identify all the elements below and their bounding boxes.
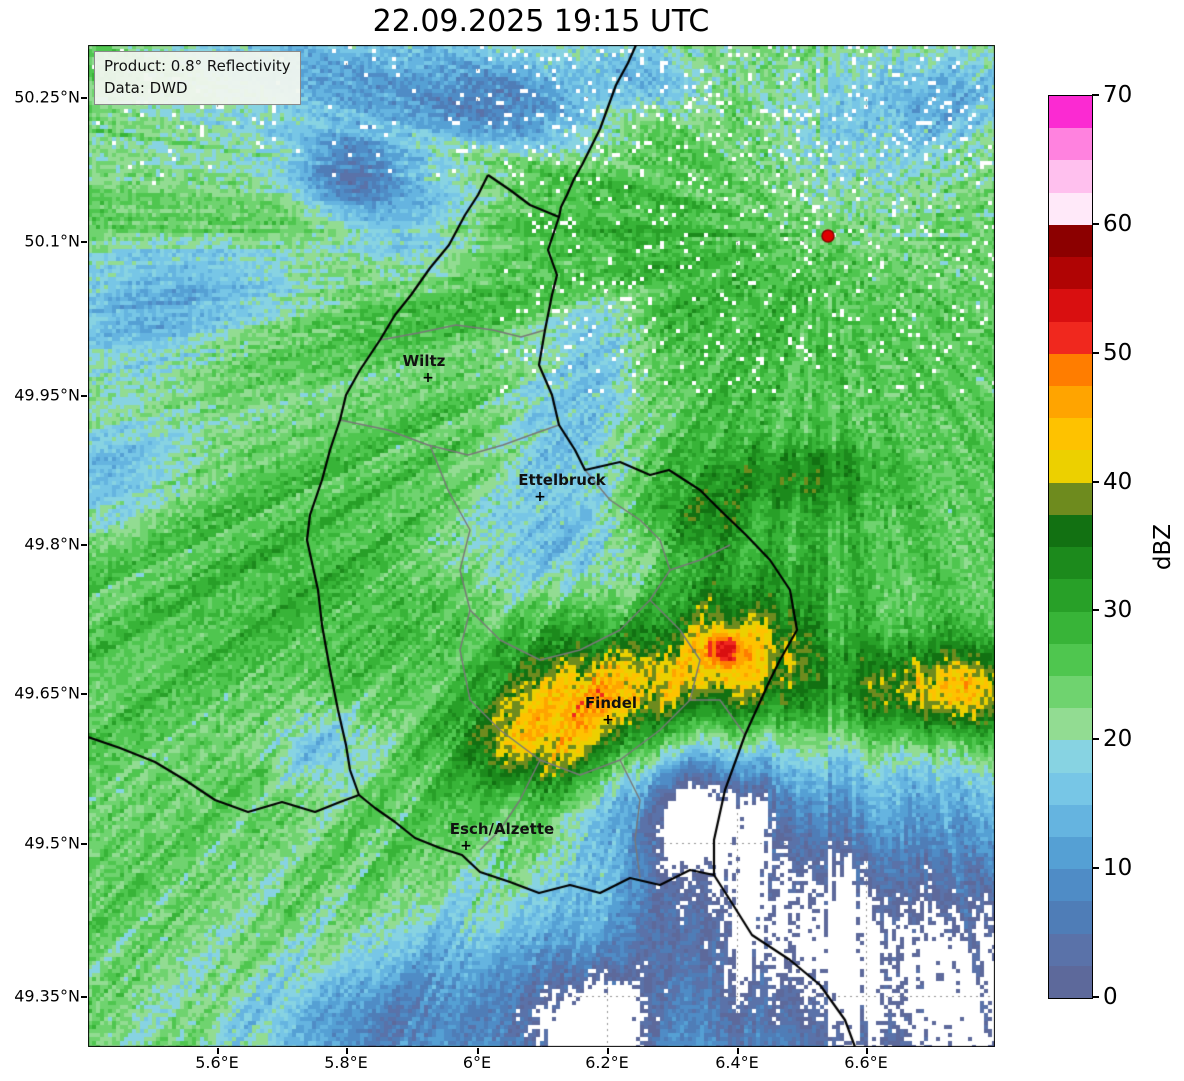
x-axis-tick-label: 6°E	[462, 1053, 492, 1072]
colorbar-band	[1049, 611, 1092, 644]
y-axis-tick-mark	[81, 544, 87, 546]
colorbar-tick-mark	[1092, 480, 1099, 483]
colorbar-band	[1049, 128, 1092, 161]
city-label: Wiltz	[402, 352, 446, 370]
colorbar-tick-mark	[1092, 867, 1099, 870]
y-axis-tick-mark	[81, 996, 87, 998]
x-axis-tick-mark	[217, 1048, 219, 1054]
y-axis-tick-mark	[81, 395, 87, 397]
x-axis-tick-label: 5.6°E	[195, 1053, 239, 1072]
x-axis-tick-label: 6.2°E	[585, 1053, 629, 1072]
y-axis-tick-label: 49.65°N	[14, 683, 80, 703]
y-axis-tick-label: 49.8°N	[24, 534, 80, 554]
colorbar-tick-label: 70	[1103, 82, 1133, 108]
colorbar-band	[1049, 804, 1092, 838]
colorbar-tick-label: 10	[1103, 855, 1133, 882]
y-axis-tick-label: 49.95°N	[14, 385, 80, 405]
colorbar-tick-mark	[1092, 94, 1099, 96]
x-axis-tick-label: 6.6°E	[844, 1053, 888, 1072]
radar-map: Product: 0.8° Reflectivity Data: DWD	[88, 45, 995, 1047]
product-line: Product: 0.8° Reflectivity	[104, 57, 291, 75]
x-axis-tick-label: 6.4°E	[715, 1053, 759, 1072]
colorbar-band	[1049, 192, 1092, 225]
colorbar-band	[1049, 96, 1092, 129]
colorbar-band	[1049, 289, 1092, 322]
colorbar-band	[1049, 418, 1092, 451]
x-axis-tick-mark	[607, 1048, 609, 1054]
colorbar-band	[1049, 353, 1092, 386]
colorbar-tick-label: 20	[1103, 726, 1133, 753]
city-label: Findel	[584, 694, 638, 712]
colorbar-tick-mark	[1092, 609, 1099, 612]
product-info-box: Product: 0.8° Reflectivity Data: DWD	[94, 51, 301, 105]
colorbar-tick-label: 30	[1103, 597, 1133, 624]
plus-marker-icon: +	[534, 489, 546, 505]
y-axis-tick-mark	[81, 241, 87, 243]
colorbar-tick-label: 60	[1103, 210, 1133, 237]
colorbar-band	[1049, 708, 1092, 741]
colorbar-unit-label: dBZ	[1150, 523, 1176, 571]
plus-marker-icon: +	[422, 370, 434, 386]
colorbar-band	[1049, 675, 1092, 709]
colorbar	[1048, 95, 1093, 999]
y-axis-tick-label: 50.25°N	[14, 87, 80, 107]
city-label: Esch/Alzette	[449, 820, 555, 838]
colorbar-band	[1049, 160, 1092, 193]
colorbar-tick-label: 50	[1103, 339, 1133, 366]
radar-map-canvas	[88, 45, 995, 1047]
timestamp-title: 22.09.2025 19:15 UTC	[372, 4, 710, 39]
y-axis-tick-mark	[81, 693, 87, 695]
colorbar-tick-label: 40	[1103, 468, 1133, 495]
y-axis-tick-label: 49.5°N	[24, 833, 80, 853]
colorbar-tick-label: 0	[1103, 984, 1118, 1010]
colorbar-band	[1049, 321, 1092, 354]
colorbar-band	[1049, 772, 1092, 805]
colorbar-tick-mark	[1092, 738, 1099, 741]
colorbar-band	[1049, 547, 1092, 580]
data-source-line: Data: DWD	[104, 78, 188, 97]
colorbar-tick-mark	[1092, 351, 1099, 354]
plus-marker-icon: +	[602, 712, 614, 728]
colorbar-gradient	[1049, 96, 1092, 999]
plus-marker-icon: +	[460, 838, 472, 854]
colorbar-band	[1049, 643, 1092, 676]
colorbar-band	[1049, 482, 1092, 515]
x-axis-tick-mark	[346, 1048, 348, 1054]
colorbar-band	[1049, 933, 1092, 966]
colorbar-band	[1049, 257, 1092, 290]
x-axis-tick-mark	[866, 1048, 868, 1054]
colorbar-band	[1049, 224, 1092, 258]
colorbar-band	[1049, 514, 1092, 548]
y-axis-tick-mark	[81, 843, 87, 845]
colorbar-band	[1049, 837, 1092, 870]
colorbar-band	[1049, 869, 1092, 902]
city-label: Ettelbruck	[518, 471, 606, 489]
colorbar-band	[1049, 965, 1092, 999]
y-axis-tick-label: 50.1°N	[24, 231, 80, 251]
y-axis-tick-mark	[81, 97, 87, 99]
y-axis-tick-label: 49.35°N	[14, 986, 80, 1006]
colorbar-band	[1049, 740, 1092, 773]
colorbar-tick-mark	[1092, 222, 1099, 225]
x-axis-tick-label: 5.8°E	[324, 1053, 368, 1072]
x-axis-tick-mark	[477, 1048, 479, 1054]
colorbar-tick-mark	[1092, 996, 1099, 998]
colorbar-band	[1049, 901, 1092, 934]
x-axis-tick-mark	[737, 1048, 739, 1054]
colorbar-band	[1049, 450, 1092, 483]
colorbar-band	[1049, 579, 1092, 612]
colorbar-band	[1049, 385, 1092, 419]
